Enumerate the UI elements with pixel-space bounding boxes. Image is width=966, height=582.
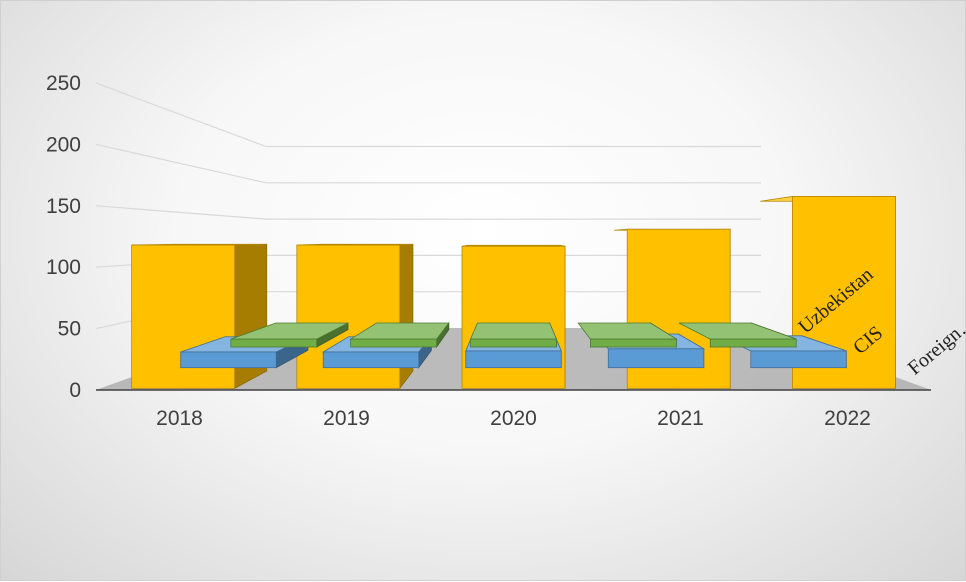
y-tick-label: 0 [69, 379, 81, 402]
x-category-label: 2020 [490, 407, 537, 430]
bar [349, 321, 450, 349]
y-axis-ticks: 0 50 100 150 200 250 [46, 72, 81, 402]
bar-front [465, 350, 562, 369]
series-uzbekistan [230, 321, 797, 349]
x-axis-categories: 2018 2019 2020 2021 2022 [156, 407, 871, 430]
bar [230, 322, 349, 348]
bar [577, 322, 678, 348]
bar-front [180, 351, 277, 369]
bar-top [469, 322, 558, 340]
y-tick-label: 100 [46, 256, 81, 279]
gridline [95, 82, 761, 148]
bar-front [709, 338, 797, 348]
x-category-label: 2022 [824, 407, 871, 430]
x-category-label: 2019 [323, 407, 370, 430]
y-tick-label: 250 [46, 72, 81, 95]
bar-front [607, 348, 705, 369]
y-tick-label: 200 [46, 133, 81, 156]
bar-front [470, 338, 557, 348]
y-tick-label: 150 [46, 195, 81, 218]
bar-front [750, 350, 847, 369]
x-category-label: 2018 [156, 407, 203, 430]
gridline [95, 205, 761, 220]
gridline [95, 143, 761, 184]
bar-front [590, 338, 677, 348]
series-label: Foreign… [904, 310, 966, 380]
bar-front [322, 351, 420, 369]
bar [678, 322, 797, 348]
bar-front [350, 338, 437, 348]
x-category-label: 2021 [657, 407, 704, 430]
bars [131, 195, 896, 390]
bar [469, 322, 558, 348]
bar-front [230, 338, 318, 348]
y-tick-label: 50 [58, 318, 81, 341]
